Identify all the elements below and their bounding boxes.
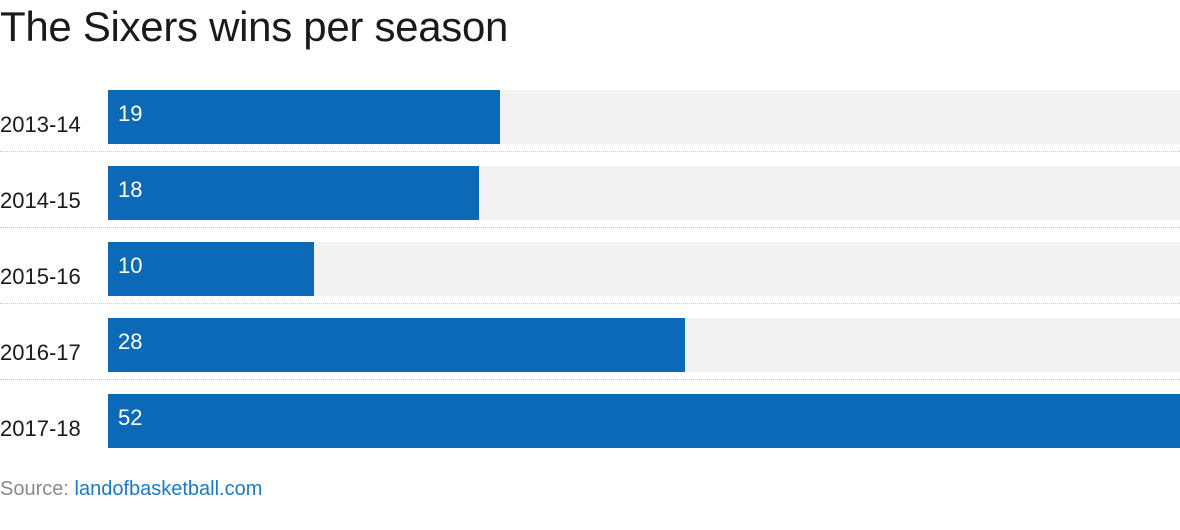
value-label: 28 [118,329,143,354]
category-label: 2013-14 [0,112,81,137]
bar-row: 2013-14 19 [0,76,1180,152]
bar: 18 [108,166,479,220]
bar-row: 2017-18 52 [0,380,1180,456]
category-label: 2014-15 [0,188,81,213]
source-link[interactable]: landofbasketball.com [74,478,263,500]
bar-track: 52 [108,394,1180,448]
source-prefix: Source: [0,478,69,500]
bar-track: 19 [108,90,1180,144]
bar: 28 [108,318,685,372]
source-line: Source: landofbasketball.com [0,477,262,501]
category-label: 2017-18 [0,416,81,441]
value-label: 18 [118,177,143,202]
bar-track: 10 [108,242,1180,296]
bar-row: 2015-16 10 [0,228,1180,304]
bar-track: 18 [108,166,1180,220]
row-divider [0,227,1180,228]
bar-track: 28 [108,318,1180,372]
value-label: 10 [118,253,143,278]
row-divider [0,151,1180,152]
chart-title: The Sixers wins per season [0,3,509,50]
value-label: 19 [118,101,143,126]
bar: 10 [108,242,314,296]
category-label: 2015-16 [0,264,81,289]
row-divider [0,303,1180,304]
bar-row: 2016-17 28 [0,304,1180,380]
bar: 19 [108,90,500,144]
category-label: 2016-17 [0,340,81,365]
value-label: 52 [118,405,143,430]
bar-row: 2014-15 18 [0,152,1180,228]
bar: 52 [108,394,1180,448]
row-divider [0,379,1180,380]
